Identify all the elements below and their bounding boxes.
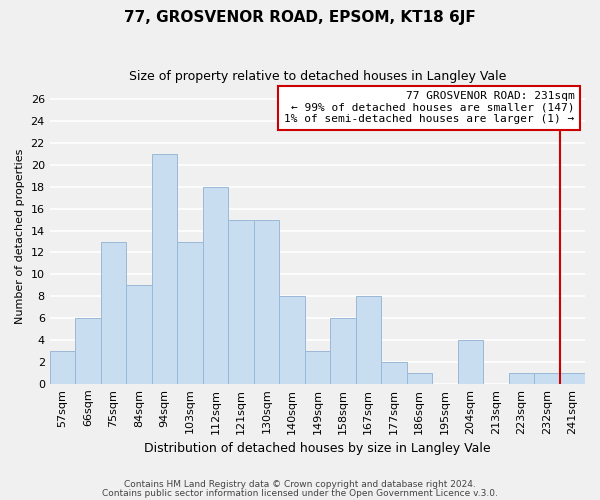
X-axis label: Distribution of detached houses by size in Langley Vale: Distribution of detached houses by size … [144, 442, 491, 455]
Text: 77 GROSVENOR ROAD: 231sqm
← 99% of detached houses are smaller (147)
1% of semi-: 77 GROSVENOR ROAD: 231sqm ← 99% of detac… [284, 92, 574, 124]
Bar [407, 373, 432, 384]
Bar [458, 340, 483, 384]
Bar [152, 154, 177, 384]
Bar [254, 220, 279, 384]
Bar [126, 286, 152, 384]
Title: Size of property relative to detached houses in Langley Vale: Size of property relative to detached ho… [128, 70, 506, 83]
Bar [560, 373, 585, 384]
Bar [75, 318, 101, 384]
Bar [279, 296, 305, 384]
Bar [356, 296, 381, 384]
Bar [330, 318, 356, 384]
Bar [534, 373, 560, 384]
Bar [305, 351, 330, 384]
Text: 77, GROSVENOR ROAD, EPSOM, KT18 6JF: 77, GROSVENOR ROAD, EPSOM, KT18 6JF [124, 10, 476, 25]
Bar [203, 187, 228, 384]
Y-axis label: Number of detached properties: Number of detached properties [15, 148, 25, 324]
Bar [228, 220, 254, 384]
Bar [50, 351, 75, 384]
Text: Contains HM Land Registry data © Crown copyright and database right 2024.: Contains HM Land Registry data © Crown c… [124, 480, 476, 489]
Bar [177, 242, 203, 384]
Bar [381, 362, 407, 384]
Bar [101, 242, 126, 384]
Bar [509, 373, 534, 384]
Text: Contains public sector information licensed under the Open Government Licence v.: Contains public sector information licen… [102, 488, 498, 498]
